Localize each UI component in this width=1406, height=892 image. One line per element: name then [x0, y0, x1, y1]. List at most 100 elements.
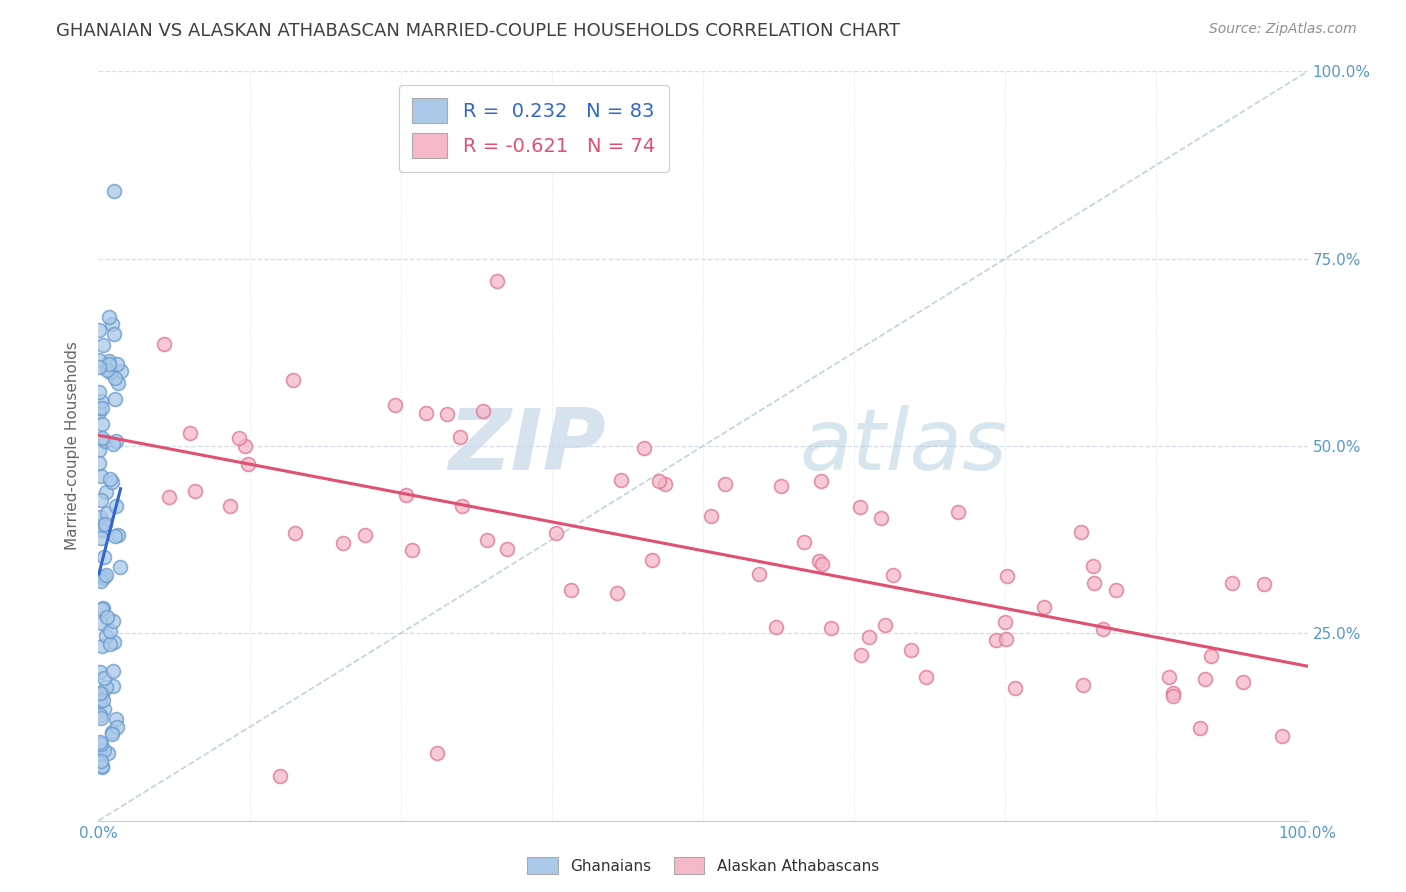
Point: [105, 720, 128, 734]
Point: [179, 425, 201, 440]
Point: [849, 648, 872, 663]
Point: [107, 376, 129, 390]
Point: [91, 431, 114, 445]
Point: [640, 552, 662, 566]
Point: [96, 506, 118, 520]
Point: [228, 431, 250, 445]
Point: [91, 517, 114, 532]
Point: [915, 670, 938, 684]
Point: [90, 615, 112, 630]
Point: [633, 441, 655, 455]
Point: [101, 475, 124, 489]
Point: [1083, 575, 1105, 590]
Point: [94, 629, 117, 643]
Point: [235, 439, 257, 453]
Point: [94, 434, 117, 448]
Text: Source: ZipAtlas.com: Source: ZipAtlas.com: [1209, 22, 1357, 37]
Point: [103, 184, 125, 198]
Y-axis label: Married-couple Households: Married-couple Households: [65, 342, 80, 550]
Point: [93, 671, 115, 685]
Point: [101, 615, 124, 629]
Point: [107, 528, 129, 542]
Point: [157, 490, 180, 504]
Point: [90, 711, 112, 725]
Point: [1161, 686, 1184, 700]
Point: [90, 755, 112, 769]
Point: [395, 488, 418, 502]
Point: [97, 354, 120, 368]
Text: GHANAIAN VS ALASKAN ATHABASCAN MARRIED-COUPLE HOUSEHOLDS CORRELATION CHART: GHANAIAN VS ALASKAN ATHABASCAN MARRIED-C…: [56, 22, 900, 40]
Point: [101, 436, 124, 450]
Point: [104, 371, 127, 385]
Point: [1222, 575, 1244, 590]
Point: [93, 549, 115, 564]
Point: [96, 609, 118, 624]
Point: [353, 528, 375, 542]
Point: [87, 442, 110, 457]
Point: [87, 405, 110, 419]
Point: [89, 353, 111, 368]
Point: [89, 743, 111, 757]
Point: [995, 632, 1018, 646]
Point: [91, 524, 114, 538]
Point: [90, 531, 112, 545]
Point: [94, 680, 117, 694]
Point: [1004, 681, 1026, 695]
Point: [103, 679, 125, 693]
Point: [104, 528, 127, 542]
Point: [87, 385, 110, 400]
Point: [995, 569, 1018, 583]
Point: [1199, 648, 1222, 663]
Point: [858, 630, 880, 644]
Point: [269, 769, 291, 783]
Point: [91, 570, 114, 584]
Point: [91, 417, 114, 431]
Point: [94, 516, 117, 531]
Point: [900, 643, 922, 657]
Point: [91, 759, 114, 773]
Point: [1161, 690, 1184, 704]
Point: [103, 635, 125, 649]
Text: atlas: atlas: [800, 404, 1008, 488]
Point: [1081, 559, 1104, 574]
Point: [98, 472, 121, 486]
Point: [101, 725, 124, 739]
Point: [426, 746, 449, 760]
Point: [89, 509, 111, 524]
Point: [1232, 675, 1254, 690]
Point: [993, 615, 1015, 629]
Point: [1070, 524, 1092, 539]
Point: [87, 401, 110, 416]
Point: [90, 492, 112, 507]
Point: [91, 687, 114, 701]
Point: [97, 310, 120, 325]
Point: [104, 499, 127, 513]
Point: [875, 618, 897, 632]
Point: [153, 337, 176, 351]
Point: [91, 338, 114, 352]
Point: [90, 401, 112, 416]
Point: [93, 693, 115, 707]
Point: [869, 511, 891, 525]
Point: [101, 664, 124, 678]
Point: [1189, 721, 1212, 735]
Point: [90, 574, 112, 589]
Point: [97, 747, 120, 761]
Point: [1032, 599, 1054, 614]
Point: [946, 505, 969, 519]
Point: [219, 499, 242, 513]
Point: [544, 525, 567, 540]
Point: [89, 323, 111, 337]
Point: [104, 712, 127, 726]
Point: [89, 694, 111, 708]
Point: [810, 557, 832, 571]
Point: [986, 632, 1008, 647]
Point: [90, 469, 112, 483]
Point: [472, 404, 495, 418]
Point: [560, 583, 582, 598]
Point: [93, 570, 115, 584]
Point: [713, 477, 735, 491]
Point: [91, 601, 114, 615]
Point: [94, 567, 117, 582]
Point: [1091, 622, 1114, 636]
